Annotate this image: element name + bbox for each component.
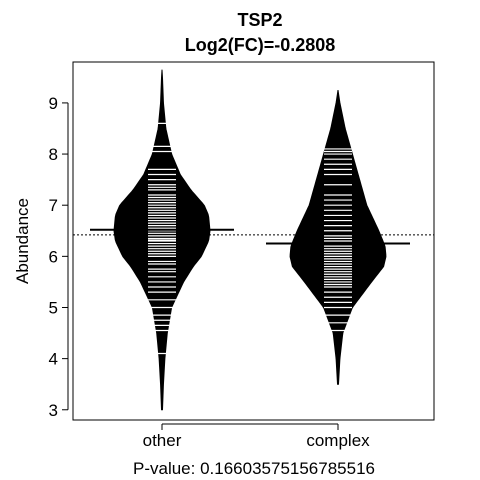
x-tick-label-complex: complex <box>306 431 370 450</box>
beans-layer <box>73 69 434 411</box>
y-tick-label: 3 <box>49 401 58 420</box>
bean-complex <box>266 90 410 385</box>
x-axis-label: P-value: 0.16603575156785516 <box>133 459 375 478</box>
x-tick-label-other: other <box>143 431 182 450</box>
y-tick-label: 8 <box>49 145 58 164</box>
y-tick-label: 9 <box>49 94 58 113</box>
chart-subtitle: Log2(FC)=-0.2808 <box>185 35 336 55</box>
y-axis-label: Abundance <box>13 198 32 284</box>
y-tick-label: 6 <box>49 247 58 266</box>
bean-other <box>90 69 234 411</box>
x-axis: other complex <box>143 423 370 450</box>
y-tick-label: 7 <box>49 196 58 215</box>
y-axis: 3 4 5 6 7 8 9 <box>49 94 69 420</box>
bean-shape-complex <box>289 90 387 385</box>
y-tick-label: 4 <box>49 350 58 369</box>
y-tick-label: 5 <box>49 298 58 317</box>
plot-frame <box>72 61 435 421</box>
chart-title: TSP2 <box>237 10 282 30</box>
